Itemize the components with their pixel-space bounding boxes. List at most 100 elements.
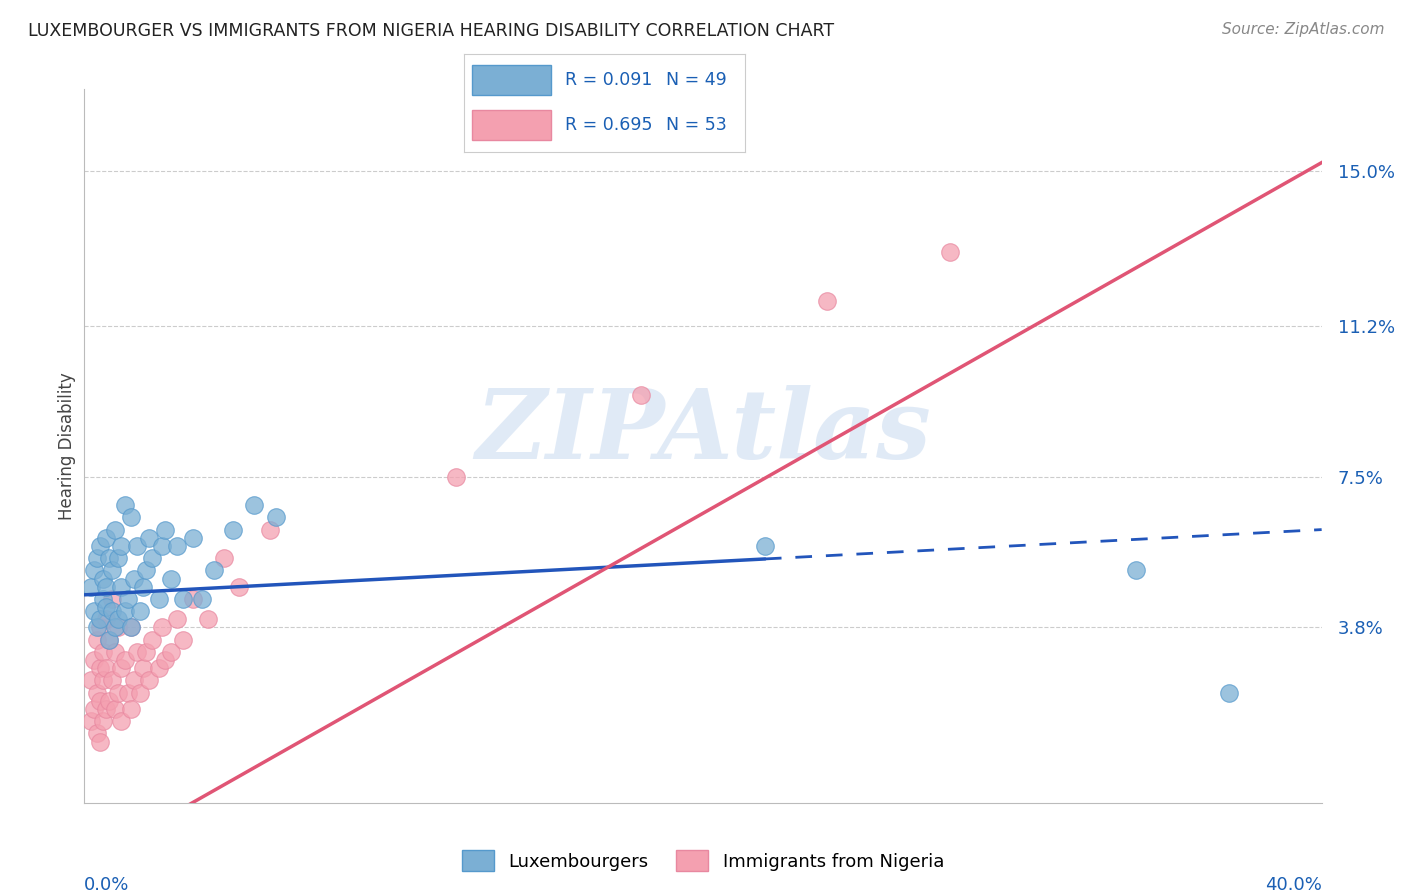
Point [181,591,204,606]
Point [89,694,111,708]
Point [160,645,183,659]
Point [939,245,962,260]
Point [138,673,160,688]
Point [202,563,225,577]
Point [86,726,108,740]
Point [120,620,142,634]
Point [83,702,105,716]
Point [83,604,105,618]
Point [94,531,117,545]
Point [89,539,111,553]
Point [104,523,127,537]
Point [104,702,127,716]
Point [135,645,157,659]
Point [148,591,170,606]
Point [122,673,145,688]
Point [153,523,176,537]
Point [86,620,108,634]
Point [86,551,108,566]
Point [98,632,121,647]
Point [83,653,105,667]
Text: N = 49: N = 49 [666,71,727,89]
Point [153,653,176,667]
Point [114,498,136,512]
Point [98,632,121,647]
Point [114,653,136,667]
Point [101,673,124,688]
Point [150,539,173,553]
Point [444,469,467,483]
Point [114,604,136,618]
Point [110,661,132,675]
Point [89,612,111,626]
FancyBboxPatch shape [472,111,551,140]
Point [94,612,117,626]
Point [117,591,139,606]
Point [172,591,194,606]
Text: R = 0.091: R = 0.091 [565,71,652,89]
Point [125,539,148,553]
Point [107,686,129,700]
Point [129,686,152,700]
Text: Source: ZipAtlas.com: Source: ZipAtlas.com [1222,22,1385,37]
Point [160,572,183,586]
Point [94,661,117,675]
Point [122,572,145,586]
Text: 40.0%: 40.0% [1265,876,1322,892]
Point [107,612,129,626]
Point [89,734,111,748]
Point [264,510,287,524]
Point [197,612,219,626]
Point [191,591,214,606]
FancyBboxPatch shape [472,65,551,95]
Point [94,580,117,594]
Point [125,645,148,659]
Point [107,551,129,566]
Point [120,620,142,634]
Point [129,604,152,618]
Point [101,591,124,606]
Text: R = 0.695: R = 0.695 [565,116,652,134]
Point [166,539,188,553]
Point [86,686,108,700]
Point [120,702,142,716]
Point [104,620,127,634]
Point [141,632,163,647]
Text: 0.0%: 0.0% [84,876,129,892]
Point [212,551,235,566]
Point [104,645,127,659]
Point [110,714,132,729]
Point [110,539,132,553]
Point [815,294,838,309]
Point [83,563,105,577]
Text: ZIPAtlas: ZIPAtlas [475,384,931,479]
Point [120,510,142,524]
Point [1125,563,1147,577]
Point [172,632,194,647]
Point [101,604,124,618]
Point [117,686,139,700]
Y-axis label: Hearing Disability: Hearing Disability [58,372,76,520]
Point [1218,686,1240,700]
Point [630,388,652,402]
Point [259,523,281,537]
Point [89,661,111,675]
Point [91,591,114,606]
Point [243,498,266,512]
Point [135,563,157,577]
Legend: Luxembourgers, Immigrants from Nigeria: Luxembourgers, Immigrants from Nigeria [454,843,952,879]
Point [138,531,160,545]
Text: LUXEMBOURGER VS IMMIGRANTS FROM NIGERIA HEARING DISABILITY CORRELATION CHART: LUXEMBOURGER VS IMMIGRANTS FROM NIGERIA … [28,22,834,40]
Point [91,673,114,688]
Point [107,620,129,634]
Point [141,551,163,566]
Point [79,580,101,594]
Point [148,661,170,675]
Point [228,580,250,594]
Point [79,714,101,729]
Point [132,580,155,594]
Point [132,661,155,675]
Point [110,580,132,594]
Point [150,620,173,634]
Point [94,702,117,716]
